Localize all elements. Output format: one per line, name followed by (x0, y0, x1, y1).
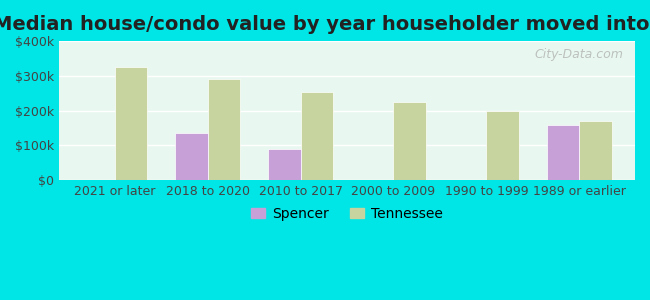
Legend: Spencer, Tennessee: Spencer, Tennessee (246, 201, 448, 226)
Text: City-Data.com: City-Data.com (534, 48, 623, 61)
Bar (486, 111, 519, 180)
Bar (579, 121, 612, 180)
Bar (393, 102, 426, 180)
Bar (175, 133, 207, 180)
Bar (115, 67, 148, 180)
Bar (547, 124, 579, 180)
Bar (268, 149, 300, 180)
Bar (207, 80, 240, 180)
Title: Median house/condo value by year householder moved into unit: Median house/condo value by year househo… (0, 15, 650, 34)
Bar (300, 92, 333, 180)
